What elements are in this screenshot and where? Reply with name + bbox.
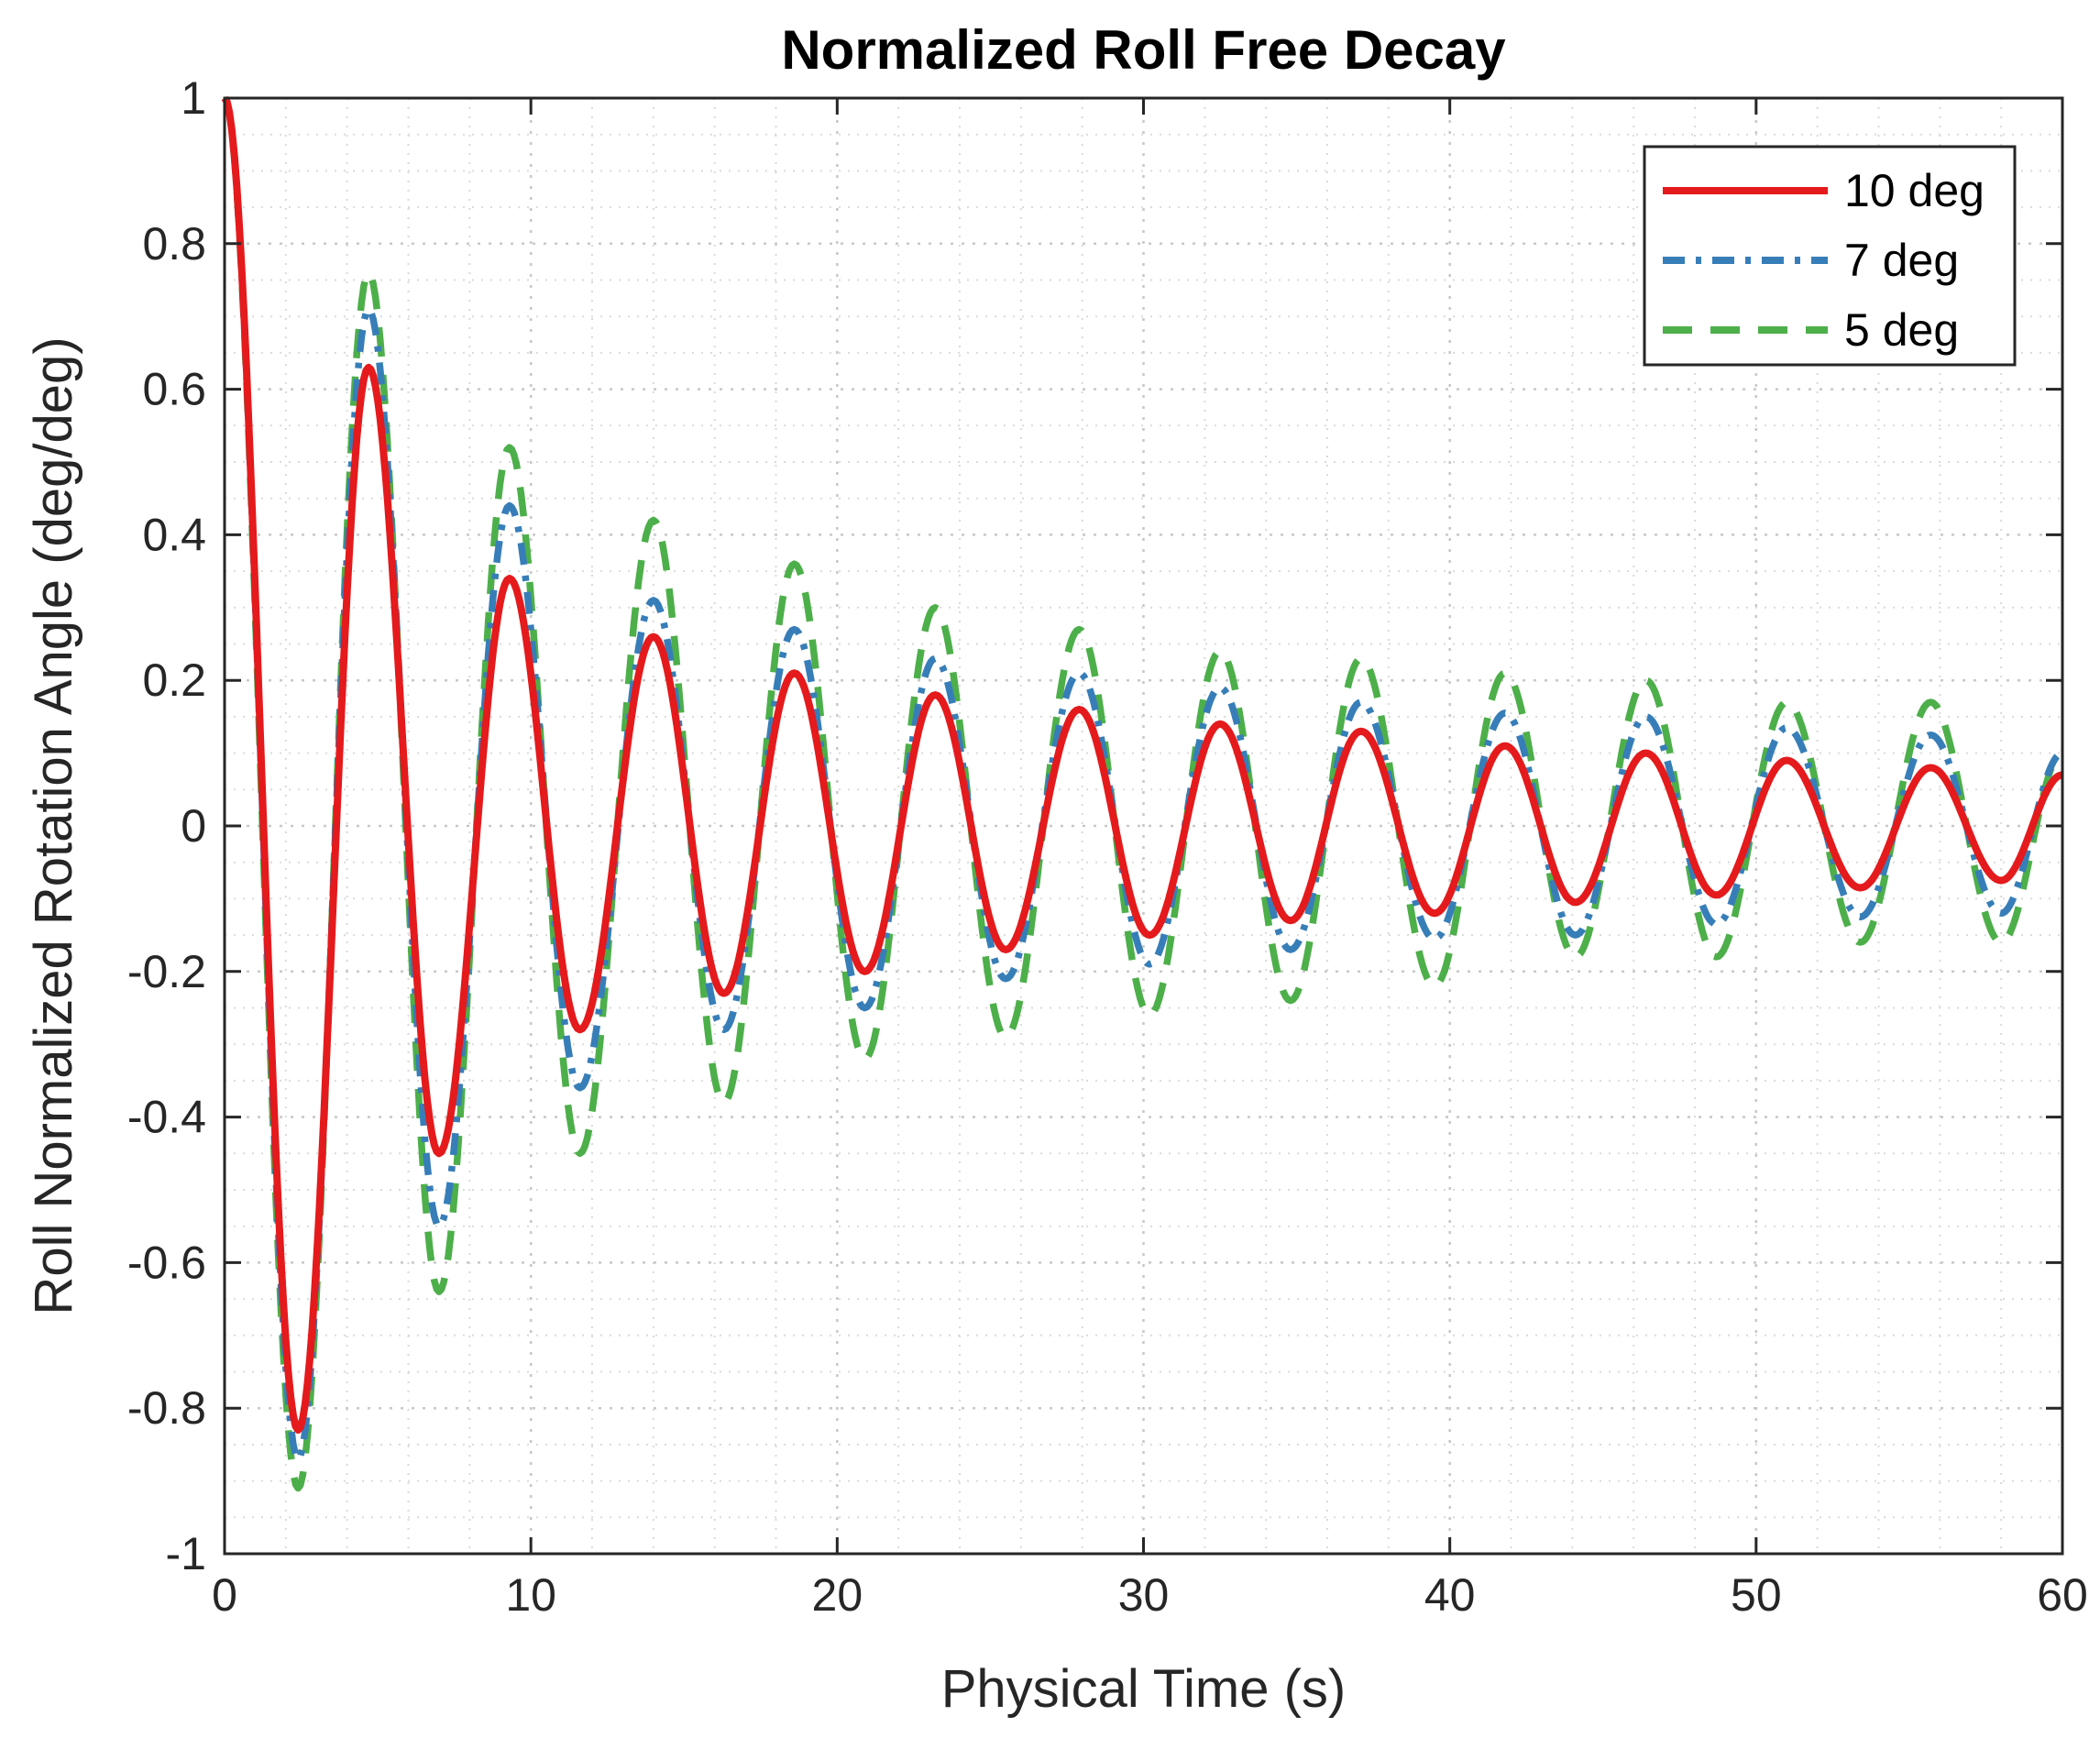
- x-tick-label: 10: [505, 1569, 556, 1621]
- legend-box: [1643, 145, 2017, 367]
- y-axis-label: Roll Normalized Rotation Angle (deg/deg): [24, 336, 83, 1314]
- chart-title: Normalized Roll Free Decay: [781, 19, 1506, 81]
- x-tick-label: 0: [212, 1569, 237, 1621]
- legend: 10 deg 7 deg 5 deg: [1643, 145, 2017, 367]
- x-tick-label: 40: [1424, 1569, 1476, 1621]
- y-tick-label: 0.6: [142, 364, 206, 415]
- y-tick-label: -0.4: [127, 1092, 206, 1143]
- y-tick-label: 0: [181, 800, 206, 852]
- x-tick-label: 30: [1118, 1569, 1170, 1621]
- y-tick-label: -0.2: [127, 946, 206, 997]
- series-layer: [221, 95, 2064, 1492]
- grid-layer: [223, 96, 2064, 1556]
- legend-label: 10 deg: [1844, 165, 1985, 216]
- y-tick-label: -0.8: [127, 1382, 206, 1434]
- x-tick-label: 20: [812, 1569, 863, 1621]
- tick-layer: 0 10 20 30 40 50 60 1 0.8 0.6 0.4 0.2 0 -0.2 -0.4 -0.6 -…: [127, 72, 2088, 1621]
- series-line: [221, 95, 2064, 1492]
- y-tick-label: 0.4: [142, 509, 206, 560]
- series-line: [221, 95, 2064, 1463]
- y-tick-label: 0.8: [142, 218, 206, 270]
- legend-label: 7 deg: [1844, 235, 1959, 286]
- y-tick-label: -1: [166, 1528, 206, 1579]
- y-tick-label: 1: [181, 72, 206, 124]
- x-axis-label: Physical Time (s): [941, 1659, 1347, 1719]
- x-tick-label: 50: [1731, 1569, 1782, 1621]
- legend-label: 5 deg: [1844, 304, 1959, 356]
- x-tick-label: 60: [2037, 1569, 2088, 1621]
- y-tick-label: 0.2: [142, 654, 206, 706]
- series-line: [221, 95, 2064, 1434]
- y-tick-label: -0.6: [127, 1237, 206, 1288]
